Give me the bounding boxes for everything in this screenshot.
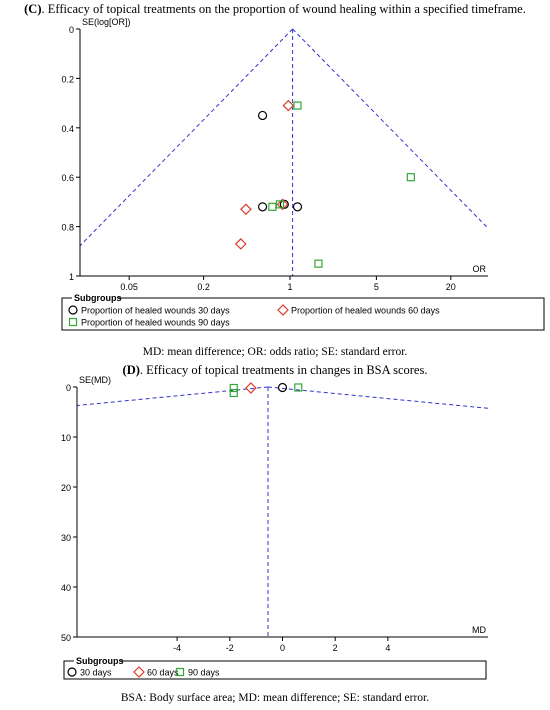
legend-box xyxy=(61,297,545,331)
legend-marker xyxy=(175,667,185,677)
data-point xyxy=(257,110,268,121)
x-tick-label: 2 xyxy=(333,643,338,653)
legend-marker xyxy=(68,305,78,315)
figure-d-abbreviations: BSA: Body surface area; MD: mean differe… xyxy=(120,692,430,704)
figure-c-caption-text: . Efficacy of topical treatments on the … xyxy=(41,2,526,16)
legend-marker xyxy=(277,304,289,316)
data-point xyxy=(245,382,257,394)
legend-title: Subgroups xyxy=(76,656,124,666)
funnel-right-limit xyxy=(267,386,489,409)
figure-d-label: (D) xyxy=(122,363,140,377)
data-point xyxy=(276,198,289,211)
legend-label: Proportion of healed wounds 90 days xyxy=(81,318,230,328)
figure-d-caption-text: . Efficacy of topical treatments in chan… xyxy=(139,363,428,377)
legend-label: 90 days xyxy=(188,668,220,678)
legend-label: 30 days xyxy=(80,668,112,678)
y-tick-label: 0 xyxy=(69,25,74,35)
funnel-right-limit xyxy=(292,28,489,229)
legend-marker xyxy=(133,666,145,678)
y-tick-label: 0.6 xyxy=(61,173,74,183)
funnel-left-limit xyxy=(79,28,293,247)
legend-title-bg xyxy=(72,292,118,303)
x-tick-label: 0.2 xyxy=(197,282,210,292)
x-tick-label: 1 xyxy=(287,282,292,292)
funnel-plot-or: 0 0.2 0.4 0.6 0.8 1 0.05 0.2 1 5 20 SE(log[OR]) OR Su… xyxy=(61,17,545,331)
x-tick-label: 4 xyxy=(385,643,390,653)
legend-box xyxy=(63,660,487,680)
y-tick-label: 30 xyxy=(61,533,71,543)
x-tick-label: -2 xyxy=(226,643,234,653)
figure-c-abbreviations: MD: mean difference; OR: odds ratio; SE:… xyxy=(142,346,408,358)
data-point xyxy=(275,200,285,209)
data-point xyxy=(292,202,303,212)
legend-title: Subgroups xyxy=(74,293,122,303)
y-tick-label: 0.8 xyxy=(61,223,74,233)
legend-marker xyxy=(68,317,78,327)
y-tick-label: 50 xyxy=(61,633,71,643)
data-point xyxy=(229,383,238,393)
x-tick-label: 0 xyxy=(280,643,285,653)
data-point xyxy=(282,99,295,112)
x-axis-label: OR xyxy=(473,264,487,274)
data-point xyxy=(268,202,277,211)
figure-c-caption: (C). Efficacy of topical treatments on t… xyxy=(0,2,550,17)
y-axis-label: SE(log[OR]) xyxy=(82,17,131,27)
data-point xyxy=(234,238,247,250)
y-tick-label: 10 xyxy=(61,433,71,443)
figure-c-label: (C) xyxy=(24,2,42,16)
x-tick-label: 0.05 xyxy=(120,282,138,292)
data-point xyxy=(240,203,252,216)
y-tick-label: 0.4 xyxy=(61,124,74,134)
data-point xyxy=(406,173,415,182)
funnel-left-limit xyxy=(76,386,269,406)
x-tick-label: 5 xyxy=(374,282,379,292)
legend-marker xyxy=(67,667,77,677)
data-point xyxy=(293,101,302,110)
x-tick-label: -4 xyxy=(173,643,181,653)
data-point xyxy=(257,202,268,212)
data-point xyxy=(294,383,303,392)
data-point xyxy=(277,382,288,393)
y-tick-label: 1 xyxy=(69,272,74,282)
y-tick-label: 40 xyxy=(61,583,71,593)
figure-d-caption: (D). Efficacy of topical treatments in c… xyxy=(0,363,550,378)
x-tick-label: 20 xyxy=(446,282,456,292)
data-point xyxy=(314,259,323,268)
legend-label: Proportion of healed wounds 60 days xyxy=(291,306,440,316)
data-point xyxy=(229,388,238,398)
y-tick-label: 0 xyxy=(66,383,71,393)
legend-title-bg xyxy=(74,655,120,666)
legend-label: 60 days xyxy=(147,668,179,678)
y-tick-label: 0.2 xyxy=(61,74,74,84)
y-tick-label: 20 xyxy=(61,483,71,493)
legend-label: Proportion of healed wounds 30 days xyxy=(81,306,230,316)
x-axis-label: MD xyxy=(472,625,486,635)
